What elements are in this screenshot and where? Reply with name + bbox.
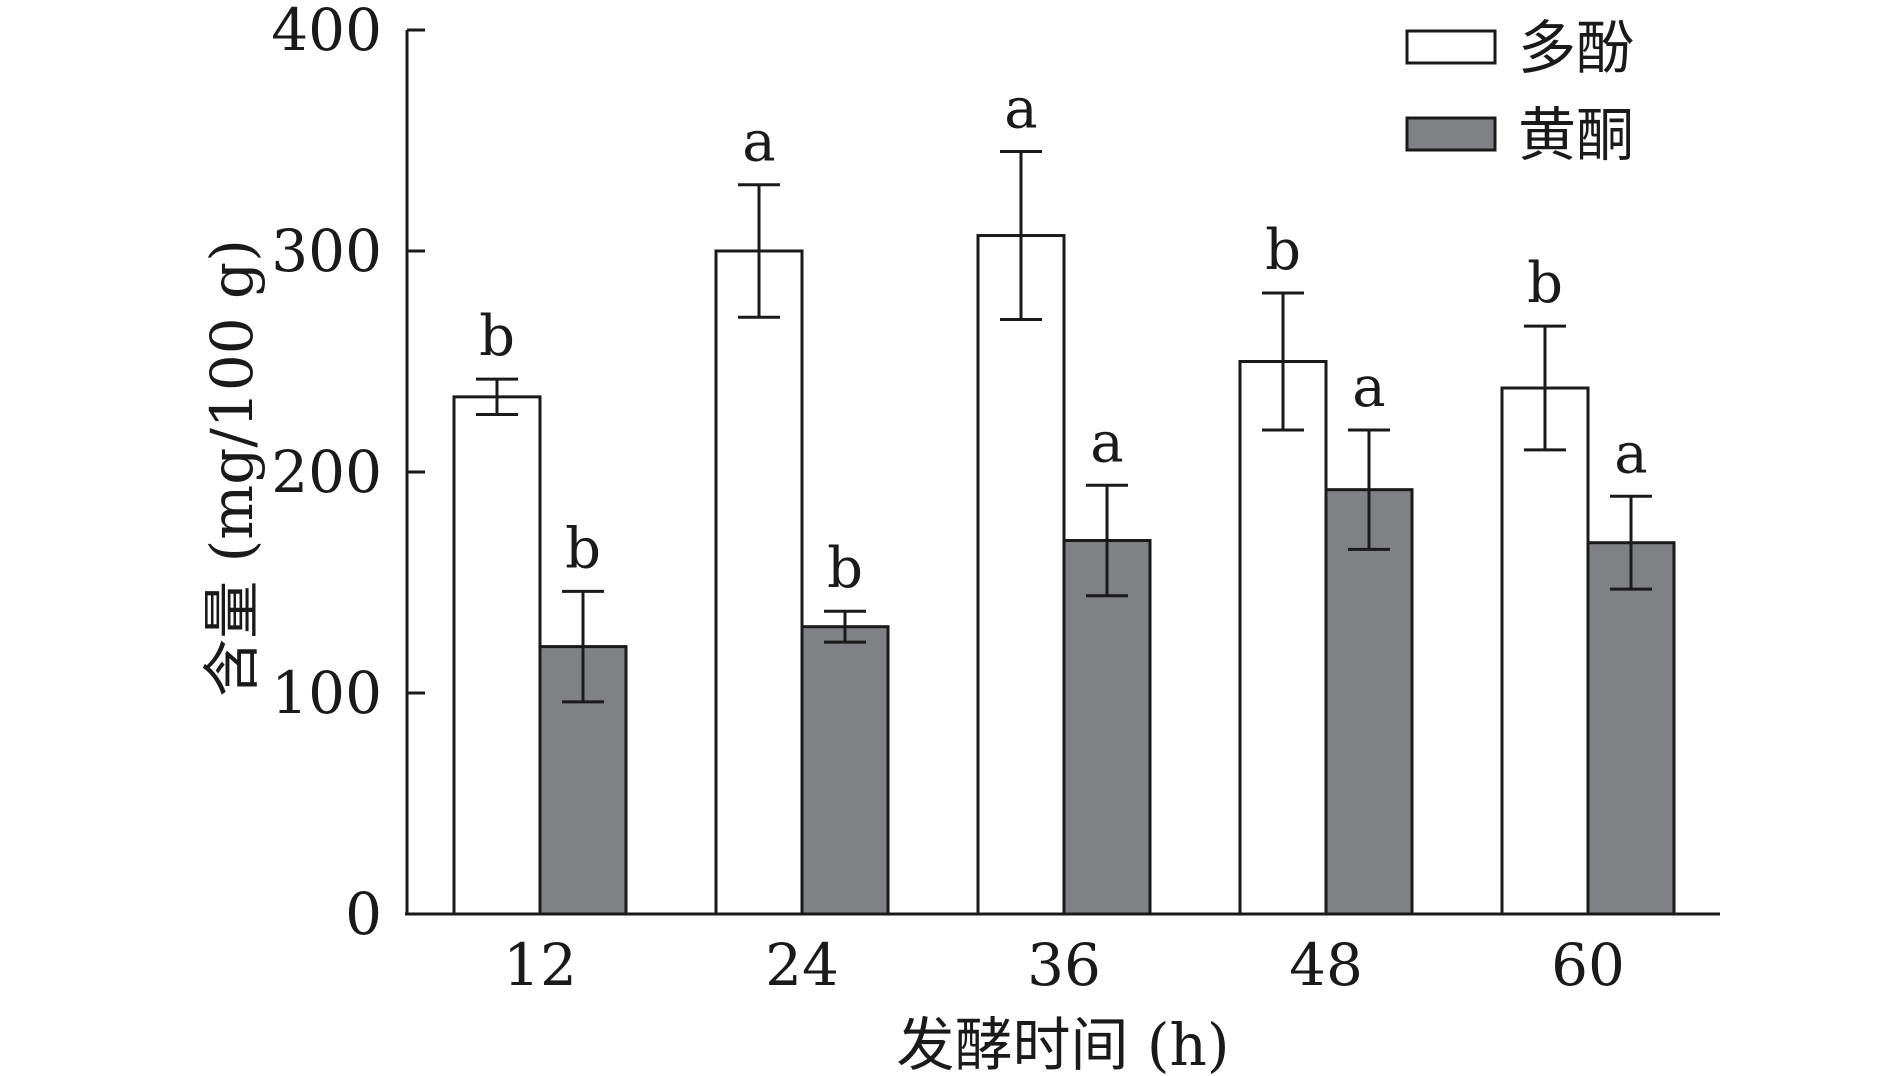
x-tick-label-24: 24 [765, 931, 839, 999]
x-tick-label-48: 48 [1289, 931, 1363, 999]
legend-swatch-flavonoid [1405, 116, 1497, 152]
x-ticks-layer: 12 24 36 48 60 [503, 931, 1625, 999]
significance-label-polyphenol-60: b [1527, 251, 1563, 316]
error-bars-layer [476, 150, 1652, 704]
significance-label-flavonoid-24: b [827, 536, 863, 601]
bar-flavonoid-48 [1324, 488, 1414, 916]
x-tick-label-36: 36 [1027, 931, 1101, 999]
bar-polyphenol-12 [452, 395, 542, 916]
bar-polyphenol-36 [976, 234, 1066, 916]
y-tick-label-200: 200 [271, 438, 382, 506]
significance-label-flavonoid-12: b [565, 516, 601, 581]
x-tick-label-60: 60 [1551, 931, 1625, 999]
significance-label-polyphenol-24: a [742, 110, 775, 175]
legend-label-flavonoid: 黄酮 [1518, 101, 1634, 169]
legend-swatch-polyphenol [1405, 29, 1497, 65]
bar-flavonoid-24 [800, 625, 890, 916]
bar-flavonoid-60 [1586, 541, 1676, 916]
y-tick-label-400: 400 [271, 0, 382, 64]
bar-polyphenol-24 [714, 249, 804, 916]
x-axis-title: 发酵时间 (h) [896, 1011, 1229, 1076]
legend: 多酚 黄酮 [1405, 14, 1634, 169]
y-tick-label-300: 300 [271, 217, 382, 285]
bar-polyphenol-60 [1500, 386, 1590, 916]
x-tick-label-12: 12 [503, 931, 577, 999]
bar-polyphenol-48 [1238, 360, 1328, 916]
y-tick-label-0: 0 [345, 880, 382, 948]
significance-label-flavonoid-60: a [1614, 421, 1647, 486]
y-tick-label-100: 100 [271, 659, 382, 727]
significance-label-flavonoid-48: a [1352, 355, 1385, 420]
significance-label-polyphenol-12: b [479, 304, 515, 369]
bar-flavonoid-36 [1062, 539, 1152, 916]
significance-labels-layer: b b a b a a b a b a [479, 77, 1648, 602]
y-ticks-layer: 0 100 200 300 400 [271, 0, 425, 948]
significance-label-polyphenol-36: a [1004, 77, 1037, 142]
legend-label-polyphenol: 多酚 [1518, 14, 1634, 82]
bars-layer [452, 234, 1676, 916]
significance-label-flavonoid-36: a [1090, 410, 1123, 475]
significance-label-polyphenol-48: b [1265, 218, 1301, 283]
y-axis-title: 含量 (mg/100 g) [198, 239, 266, 697]
